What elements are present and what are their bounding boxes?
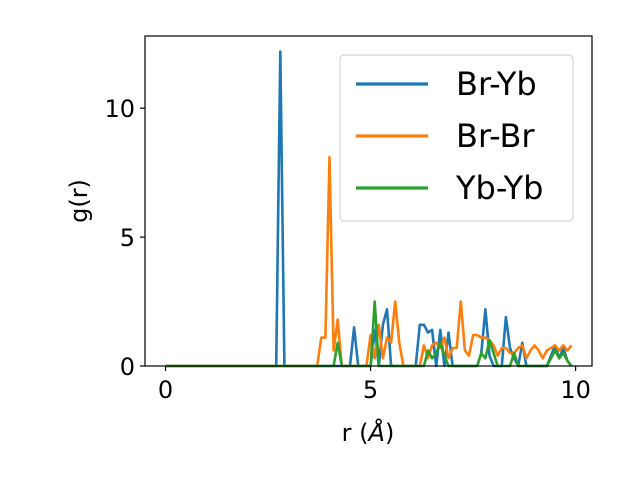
legend: Br-Yb Br-Br Yb-Yb — [339, 54, 574, 222]
x-tick-label: 0 — [158, 376, 173, 404]
x-tick-label: 5 — [363, 376, 378, 404]
legend-label-yb-yb: Yb-Yb — [455, 169, 543, 207]
legend-label-br-yb: Br-Yb — [456, 65, 537, 103]
y-tick-label: 5 — [120, 224, 135, 252]
y-axis-label: g(r) — [65, 179, 93, 223]
x-tick-label: 10 — [560, 376, 591, 404]
x-axis-unit: Å — [367, 418, 385, 447]
y-tick-label: 10 — [104, 95, 135, 123]
axes-frame — [144, 35, 593, 367]
axis-ticks: 0 5 10 0 5 10 — [104, 95, 590, 404]
y-tick-label: 0 — [120, 353, 135, 381]
x-axis-label: r (Å) — [342, 418, 395, 447]
series-line-br-br — [165, 155, 573, 368]
legend-label-br-br: Br-Br — [456, 117, 535, 155]
legend-box — [339, 54, 574, 222]
series-line-yb-yb — [165, 300, 573, 368]
